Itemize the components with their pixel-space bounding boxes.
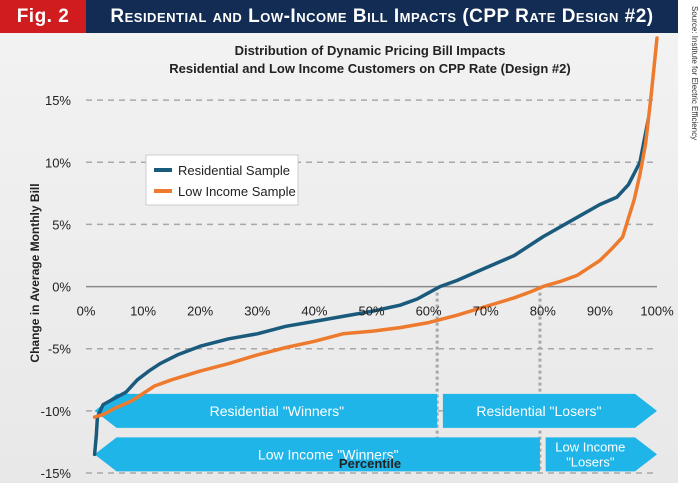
source-credit: Source: Institute for Electric Efficienc… xyxy=(690,6,699,141)
chart-text: Distribution of Dynamic Pricing Bill Imp… xyxy=(28,43,674,481)
annotation-label-1: Residential "Losers" xyxy=(476,403,601,419)
chart-panel: Residential "Winners" Residential "Losers… xyxy=(0,33,678,483)
x-tick-label: 70% xyxy=(473,304,499,319)
annotation-label-3-line-1: "Losers" xyxy=(566,454,615,469)
y-tick-label: -5% xyxy=(48,342,72,357)
chart: Residential "Winners" Residential "Losers… xyxy=(28,36,674,481)
winners-losers-arrows: Residential "Winners" Residential "Losers… xyxy=(94,393,657,472)
y-tick-label: -10% xyxy=(41,404,72,419)
y-tick-label: 10% xyxy=(45,155,71,170)
legend-box xyxy=(145,154,299,206)
annotation-arrow-0 xyxy=(94,393,438,428)
legend-label-1: Low Income Sample xyxy=(178,184,296,199)
chart-title: Distribution of Dynamic Pricing Bill Imp… xyxy=(235,43,506,58)
legend: Residential Sample Low Income Sample xyxy=(145,154,299,206)
y-tick-label: -15% xyxy=(41,466,72,481)
figure-number-badge: Fig. 2 xyxy=(0,0,86,33)
y-tick-label: 15% xyxy=(45,93,71,108)
annotation-label-2: Low Income "Winners" xyxy=(258,446,399,462)
x-tick-label: 80% xyxy=(530,304,556,319)
y-tick-label: 5% xyxy=(52,217,71,232)
annotation-arrow-3 xyxy=(545,437,657,472)
x-tick-label: 0% xyxy=(77,304,96,319)
y-axis-label: Change in Average Monthly Bill xyxy=(28,183,42,362)
crossing-markers xyxy=(435,286,542,473)
x-tick-label: 10% xyxy=(130,304,156,319)
x-tick-label: 20% xyxy=(187,304,213,319)
x-tick-label: 60% xyxy=(416,304,442,319)
x-axis-label: Percentile xyxy=(339,456,401,471)
data-series xyxy=(92,36,659,457)
x-tick-label: 50% xyxy=(358,304,384,319)
x-tick-label: 90% xyxy=(587,304,613,319)
figure-title: Residential and Low-Income Bill Impacts … xyxy=(86,0,678,33)
chart-subtitle: Residential and Low Income Customers on … xyxy=(169,61,570,76)
x-tick-label: 40% xyxy=(301,304,327,319)
annotation-label-3-line-0: Low Income xyxy=(555,439,625,454)
series-line-1 xyxy=(92,36,659,419)
legend-label-0: Residential Sample xyxy=(178,163,290,178)
annotation-label-0: Residential "Winners" xyxy=(210,403,344,419)
annotation-arrow-1 xyxy=(442,393,657,428)
series-line-0 xyxy=(92,117,651,457)
x-tick-label: 100% xyxy=(640,304,674,319)
x-tick-label: 30% xyxy=(244,304,270,319)
annotation-arrow-2 xyxy=(94,437,540,472)
y-tick-label: 0% xyxy=(52,280,71,295)
